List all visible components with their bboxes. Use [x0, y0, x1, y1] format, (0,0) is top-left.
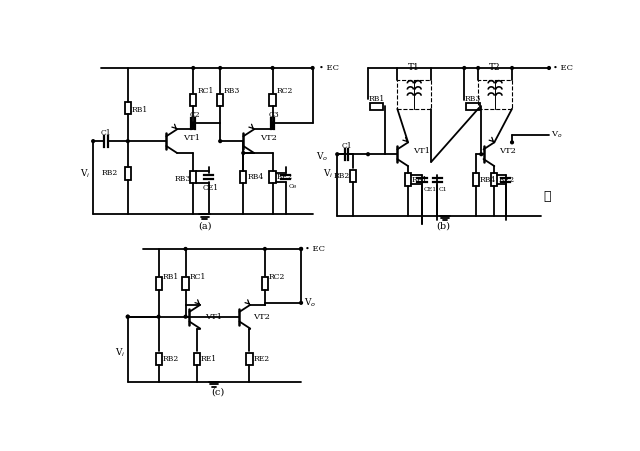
Text: V$_i$: V$_i$ — [323, 167, 333, 179]
Text: Ce: Ce — [289, 184, 297, 189]
Text: C1: C1 — [439, 187, 447, 192]
Bar — [405, 174, 411, 186]
Bar — [397, 79, 431, 109]
Text: VT2: VT2 — [253, 313, 270, 321]
Text: V$_o$: V$_o$ — [551, 130, 563, 140]
Circle shape — [192, 67, 195, 69]
Text: RC1: RC1 — [197, 87, 214, 95]
Text: RC2: RC2 — [276, 87, 292, 95]
Circle shape — [300, 248, 303, 250]
Bar — [349, 170, 356, 182]
Text: RE2: RE2 — [276, 173, 292, 181]
Bar — [369, 103, 383, 110]
Text: ④: ④ — [543, 190, 550, 203]
Text: RB3: RB3 — [175, 175, 191, 183]
Text: (b): (b) — [436, 221, 451, 230]
Text: CE1: CE1 — [424, 187, 436, 192]
Text: V$_i$: V$_i$ — [79, 167, 90, 179]
Text: RB3: RB3 — [465, 95, 481, 103]
Text: RE2: RE2 — [498, 175, 515, 184]
Text: (c): (c) — [211, 388, 225, 396]
Bar — [473, 174, 479, 186]
Bar — [269, 94, 276, 106]
Text: VT2: VT2 — [499, 147, 516, 155]
Circle shape — [271, 67, 274, 69]
Text: V$_i$: V$_i$ — [115, 347, 125, 359]
Text: V$_o$: V$_o$ — [316, 150, 329, 163]
Bar — [246, 353, 253, 365]
Text: CE1: CE1 — [202, 184, 218, 192]
Circle shape — [477, 67, 479, 69]
Text: RB2: RB2 — [102, 170, 118, 178]
Bar — [262, 277, 268, 290]
Circle shape — [127, 140, 129, 143]
Circle shape — [92, 140, 95, 143]
Circle shape — [336, 153, 339, 156]
Text: VT2: VT2 — [260, 134, 277, 142]
Bar — [125, 102, 131, 114]
Text: RB3: RB3 — [224, 87, 241, 95]
Bar — [194, 353, 200, 365]
Text: • EC: • EC — [305, 245, 325, 253]
Bar — [466, 103, 480, 110]
Circle shape — [463, 67, 466, 69]
Circle shape — [311, 67, 314, 69]
Bar — [478, 79, 512, 109]
Text: RB2: RB2 — [163, 355, 179, 363]
Circle shape — [511, 67, 513, 69]
Text: RE2: RE2 — [253, 355, 269, 363]
Text: T1: T1 — [408, 63, 420, 72]
Text: VT1: VT1 — [183, 134, 200, 142]
Text: RB1: RB1 — [132, 106, 148, 114]
Text: RB1: RB1 — [163, 273, 179, 281]
Bar — [240, 171, 246, 184]
Text: C1: C1 — [341, 142, 352, 150]
Bar — [182, 277, 189, 290]
Bar — [269, 171, 276, 184]
Circle shape — [264, 248, 266, 250]
Circle shape — [184, 315, 187, 318]
Text: VT1: VT1 — [413, 147, 429, 155]
Text: RB4: RB4 — [247, 173, 264, 181]
Text: (a): (a) — [198, 221, 212, 230]
Circle shape — [219, 140, 221, 143]
Text: RC1: RC1 — [189, 273, 206, 281]
Bar — [190, 94, 196, 106]
Bar — [190, 171, 196, 184]
Text: VT1: VT1 — [205, 313, 222, 321]
Bar — [125, 167, 131, 179]
Bar — [492, 174, 497, 186]
Text: C3: C3 — [269, 111, 280, 119]
Bar — [217, 94, 223, 106]
Circle shape — [242, 152, 244, 154]
Text: RB2: RB2 — [333, 172, 349, 180]
Circle shape — [480, 153, 483, 156]
Text: T2: T2 — [489, 63, 501, 72]
Circle shape — [192, 122, 195, 125]
Text: V$_o$: V$_o$ — [304, 297, 316, 309]
Circle shape — [300, 301, 303, 304]
Circle shape — [184, 248, 187, 250]
Bar — [156, 353, 162, 365]
Text: RB1: RB1 — [369, 95, 385, 103]
Text: RE1: RE1 — [412, 175, 428, 184]
Circle shape — [157, 315, 160, 318]
Circle shape — [367, 153, 369, 156]
Circle shape — [511, 141, 513, 144]
Text: RC2: RC2 — [269, 273, 285, 281]
Text: RE1: RE1 — [201, 355, 217, 363]
Text: C1: C1 — [101, 129, 111, 137]
Circle shape — [127, 315, 129, 318]
Circle shape — [300, 248, 303, 250]
Bar — [156, 277, 162, 290]
Text: • EC: • EC — [319, 64, 339, 72]
Circle shape — [548, 67, 550, 69]
Text: RB4: RB4 — [480, 175, 496, 184]
Circle shape — [127, 315, 129, 318]
Text: C2: C2 — [189, 111, 200, 119]
Circle shape — [271, 122, 274, 125]
Circle shape — [219, 67, 221, 69]
Text: • EC: • EC — [553, 64, 573, 72]
